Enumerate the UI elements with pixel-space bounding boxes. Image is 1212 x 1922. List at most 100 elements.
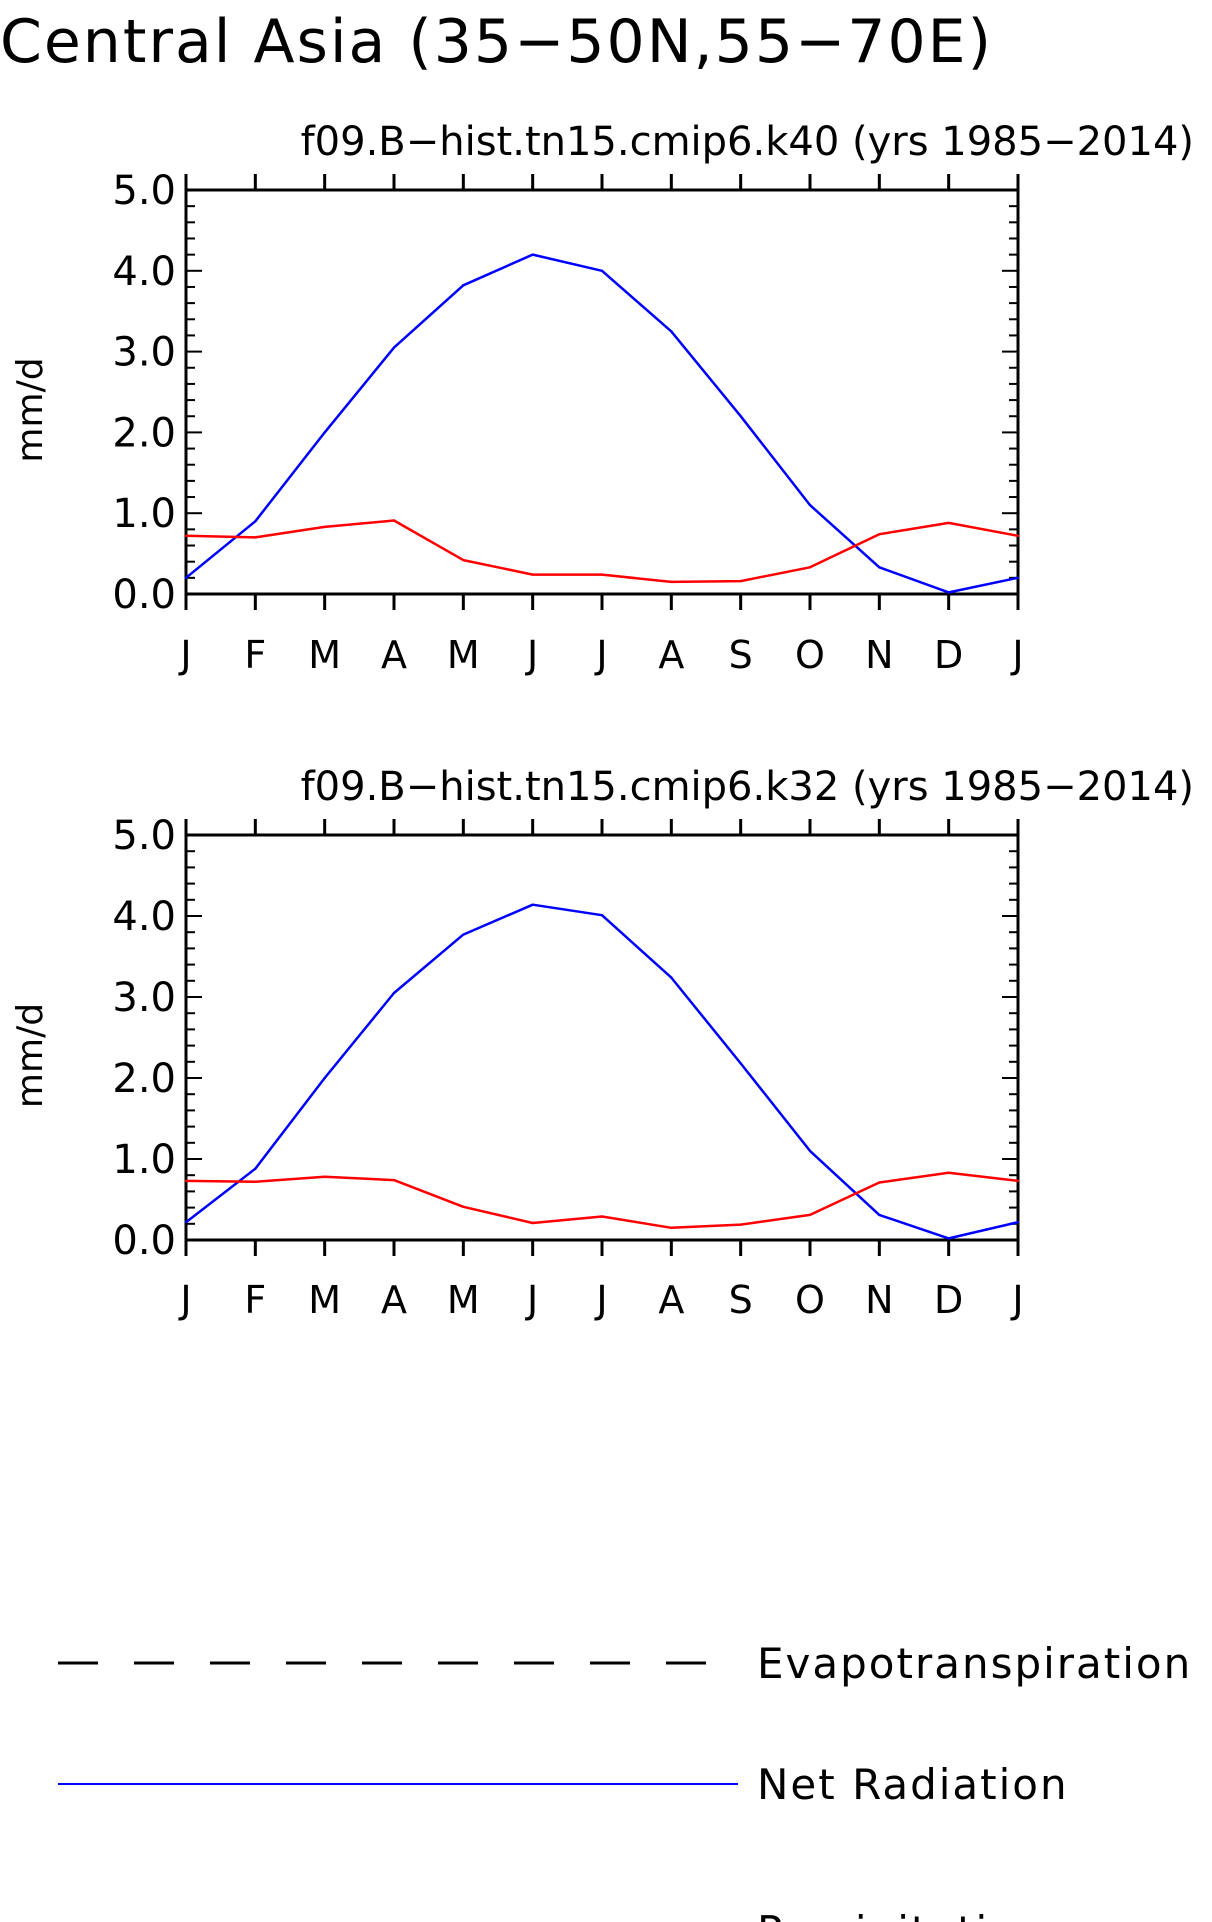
precipitation-point: [670, 580, 673, 584]
precipitation-point: [808, 566, 812, 569]
x-tick-label: M: [308, 633, 341, 677]
net-radiation-point: [670, 976, 673, 979]
net-radiation-point: [1016, 1220, 1020, 1224]
precipitation-point: [254, 1180, 257, 1183]
precipitation-point: [184, 534, 188, 538]
x-tick-label: J: [178, 633, 191, 677]
precipitation-point: [462, 558, 465, 562]
net-radiation-point: [947, 591, 950, 594]
x-tick-label: D: [934, 633, 963, 677]
net-radiation-point: [808, 503, 812, 507]
precipitation-point: [184, 1179, 188, 1183]
precipitation-point: [878, 533, 881, 536]
y-tick-label: 0.0: [112, 1218, 176, 1264]
x-tick-label: F: [244, 633, 266, 677]
chart-panel-k40: f09.B−hist.tn15.cmip6.k40 (yrs 1985−2014…: [10, 119, 1194, 677]
x-tick-label: J: [525, 633, 538, 677]
y-tick-label: 1.0: [112, 491, 176, 537]
precipitation-point: [1016, 1179, 1020, 1183]
chart-subtitle: f09.B−hist.tn15.cmip6.k40 (yrs 1985−2014…: [301, 119, 1194, 165]
precipitation-point: [739, 579, 742, 583]
x-tick-label: J: [525, 1278, 538, 1322]
x-tick-label: J: [178, 1278, 191, 1322]
net-radiation-point: [184, 576, 188, 580]
x-tick-label: D: [934, 1278, 963, 1322]
precipitation-point: [323, 525, 326, 529]
precipitation-point: [531, 1221, 534, 1225]
x-tick-label: J: [594, 1278, 607, 1322]
chart-panel-k32: f09.B−hist.tn15.cmip6.k32 (yrs 1985−2014…: [10, 764, 1194, 1322]
x-tick-label: A: [658, 633, 684, 677]
y-tick-label: 5.0: [112, 168, 176, 214]
y-axis-label: mm/d: [10, 1003, 51, 1108]
x-tick-label: J: [1010, 1278, 1023, 1322]
precipitation-point: [878, 1181, 881, 1184]
net-radiation-point: [392, 346, 396, 349]
y-tick-label: 2.0: [112, 410, 176, 456]
net-radiation-point: [323, 1076, 326, 1080]
x-tick-label: M: [447, 633, 480, 677]
x-tick-label: J: [594, 633, 607, 677]
y-tick-label: 1.0: [112, 1137, 176, 1183]
precipitation-point: [947, 521, 950, 525]
net-radiation-point: [947, 1237, 950, 1240]
y-tick-label: 0.0: [112, 572, 176, 618]
x-tick-label: A: [658, 1278, 684, 1322]
precipitation-point: [739, 1223, 742, 1226]
x-tick-label: S: [729, 633, 753, 677]
net-radiation-point: [392, 991, 396, 995]
net-radiation-point: [254, 520, 257, 523]
legend: Evapotranspiration Net Radiation Precipita…: [58, 1639, 1192, 1922]
x-tick-label: M: [447, 1278, 480, 1322]
net-radiation-line: [185, 903, 1019, 1240]
x-tick-label: A: [381, 633, 407, 677]
x-tick-label: J: [1010, 633, 1023, 677]
y-axis-label: mm/d: [10, 357, 51, 462]
net-radiation-point: [184, 1220, 188, 1224]
net-radiation-point: [531, 903, 534, 906]
y-tick-label: 5.0: [112, 813, 176, 859]
precipitation-point: [1016, 534, 1020, 538]
y-tick-label: 4.0: [112, 894, 176, 940]
net-radiation-point: [1016, 576, 1020, 580]
net-radiation-point: [462, 933, 465, 936]
precipitation-point: [600, 1215, 604, 1218]
net-radiation-point: [739, 415, 742, 418]
x-tick-label: A: [381, 1278, 407, 1322]
precipitation-point: [531, 573, 534, 576]
x-tick-label: N: [865, 633, 893, 677]
net-radiation-point: [808, 1149, 812, 1153]
precipitation-point: [254, 536, 257, 539]
precipitation-point: [392, 1178, 396, 1182]
net-radiation-point: [878, 1213, 881, 1217]
precipitation-point: [392, 519, 396, 522]
precipitation-point: [600, 573, 604, 576]
legend-evapotranspiration-label: Evapotranspiration: [757, 1639, 1192, 1688]
precipitation-point: [323, 1175, 326, 1179]
plot-frame: [184, 833, 1020, 1242]
legend-net-radiation-label: Net Radiation: [757, 1760, 1069, 1809]
net-radiation-point: [670, 330, 673, 333]
y-tick-label: 3.0: [112, 330, 176, 376]
chart-subtitle: f09.B−hist.tn15.cmip6.k32 (yrs 1985−2014…: [301, 764, 1194, 810]
plot-frame: [184, 188, 1020, 596]
legend-precipitation-label: Precipitation: [757, 1907, 1046, 1922]
page-title: Central Asia (35−50N,55−70E): [0, 7, 993, 77]
x-tick-label: O: [795, 1278, 825, 1322]
y-tick-label: 4.0: [112, 249, 176, 295]
net-radiation-point: [323, 431, 326, 434]
net-radiation-point: [531, 253, 534, 256]
y-tick-label: 2.0: [112, 1056, 176, 1102]
precipitation-point: [670, 1226, 673, 1230]
net-radiation-point: [462, 284, 465, 287]
precipitation-point: [808, 1213, 812, 1217]
x-tick-label: N: [865, 1278, 893, 1322]
net-radiation-line: [185, 253, 1019, 594]
x-tick-label: O: [795, 633, 825, 677]
y-tick-label: 3.0: [112, 975, 176, 1021]
net-radiation-point: [878, 566, 881, 569]
x-tick-label: M: [308, 1278, 341, 1322]
net-radiation-point: [600, 269, 604, 272]
precipitation-point: [462, 1205, 465, 1208]
